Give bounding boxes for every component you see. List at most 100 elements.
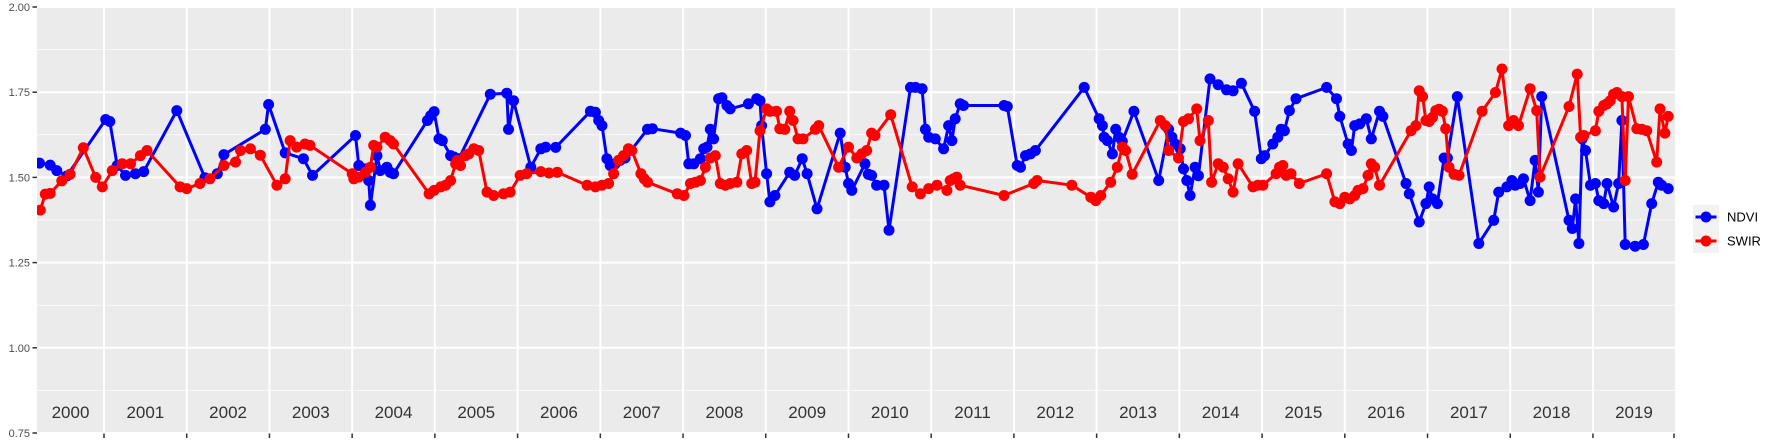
x-axis-label-2005: 2005	[457, 403, 495, 422]
data-point-ndvi	[1235, 77, 1247, 89]
data-point-ndvi	[916, 83, 928, 95]
y-axis-label-1.75: 1.75	[9, 87, 30, 99]
data-point-swir	[1453, 169, 1465, 181]
x-axis-label-2009: 2009	[788, 403, 826, 422]
data-point-ndvi	[1290, 93, 1302, 105]
y-axis-label-2.00: 2.00	[9, 2, 30, 14]
data-point-ndvi	[859, 158, 871, 170]
data-point-swir	[521, 168, 533, 180]
data-point-swir	[608, 168, 620, 180]
data-point-swir	[116, 158, 128, 170]
data-point-ndvi	[1106, 148, 1118, 160]
data-point-swir	[1232, 158, 1244, 170]
data-point-ndvi	[1601, 178, 1613, 189]
x-axis-label-2001: 2001	[126, 403, 164, 422]
data-point-ndvi	[1259, 150, 1271, 162]
data-point-ndvi	[508, 95, 519, 107]
data-point-swir	[1095, 190, 1107, 201]
data-point-swir	[304, 139, 316, 151]
data-point-swir	[291, 141, 303, 153]
data-point-swir	[1578, 130, 1590, 141]
data-point-ndvi	[37, 157, 45, 169]
data-point-swir	[125, 158, 136, 170]
data-point-swir	[1563, 101, 1575, 112]
data-point-swir	[488, 190, 500, 201]
data-point-ndvi	[1101, 135, 1113, 147]
data-point-swir	[371, 141, 383, 153]
data-point-swir	[106, 165, 118, 177]
x-axis-label-2010: 2010	[871, 403, 909, 422]
data-point-swir	[254, 149, 266, 161]
data-point-swir	[731, 176, 743, 188]
data-point-ndvi	[104, 116, 116, 127]
data-point-ndvi	[949, 113, 961, 125]
data-point-swir	[941, 184, 953, 196]
data-point-swir	[931, 179, 943, 191]
data-point-ndvi	[1377, 110, 1389, 122]
data-point-swir	[1369, 161, 1381, 173]
data-point-swir	[1641, 125, 1653, 137]
data-point-swir	[694, 175, 706, 186]
data-point-swir	[626, 145, 638, 156]
data-point-ndvi	[297, 153, 309, 165]
data-point-ndvi	[1629, 240, 1641, 252]
data-point-ndvi	[1423, 181, 1435, 193]
x-axis-label-2004: 2004	[375, 403, 413, 422]
data-point-ndvi	[1184, 190, 1196, 201]
x-axis-label-2018: 2018	[1533, 403, 1571, 422]
series-ndvi	[37, 73, 1674, 252]
data-point-swir	[1227, 186, 1239, 198]
y-axis-label-1.50: 1.50	[9, 172, 30, 184]
data-point-swir	[1031, 175, 1043, 186]
x-axis-labels: 2000 2001 2002 2003 2004 2005 2006 2007 2008 2009…	[52, 403, 1653, 422]
data-point-ndvi	[694, 153, 706, 165]
data-point-swir	[779, 123, 791, 135]
data-point-swir	[218, 160, 230, 171]
data-point-ndvi	[259, 123, 271, 135]
data-point-ndvi	[761, 168, 773, 180]
data-point-ndvi	[883, 224, 895, 236]
data-point-ndvi	[138, 166, 150, 178]
data-point-ndvi	[938, 143, 950, 155]
x-axis-label-2019: 2019	[1615, 403, 1653, 422]
data-point-swir	[1120, 145, 1132, 156]
data-point-ndvi	[1518, 173, 1529, 185]
data-point-ndvi	[1321, 81, 1333, 93]
y-axis-labels: 2.00 1.75 1.50 1.25 1.00 0.75	[9, 2, 30, 440]
data-point-ndvi	[1345, 145, 1357, 156]
data-point-swir	[1374, 179, 1385, 191]
x-axis-label-2000: 2000	[52, 403, 90, 422]
data-point-swir	[44, 187, 56, 199]
data-point-swir	[1436, 105, 1448, 117]
data-point-ndvi	[1646, 198, 1658, 210]
data-point-swir	[1159, 120, 1171, 132]
x-axis-label-2013: 2013	[1119, 403, 1157, 422]
data-point-ndvi	[1598, 198, 1610, 210]
data-point-ndvi	[811, 203, 823, 215]
data-point-swir	[455, 160, 466, 171]
data-point-ndvi	[436, 135, 448, 147]
x-axis-label-2016: 2016	[1367, 403, 1405, 422]
data-point-ndvi	[1001, 101, 1013, 112]
data-point-swir	[771, 105, 782, 117]
data-point-ndvi	[708, 133, 720, 145]
data-point-ndvi	[1283, 105, 1295, 117]
data-point-swir	[1534, 171, 1546, 183]
data-point-ndvi	[1096, 120, 1108, 132]
data-point-ndvi	[943, 120, 955, 132]
data-point-swir	[797, 133, 809, 145]
data-point-swir	[906, 181, 918, 193]
data-point-swir	[833, 161, 845, 173]
data-point-swir	[1206, 176, 1218, 188]
data-point-ndvi	[1204, 73, 1216, 85]
data-point-ndvi	[878, 179, 890, 191]
data-point-ndvi	[680, 130, 691, 141]
data-point-swir	[581, 179, 593, 191]
data-point-ndvi	[789, 169, 801, 181]
data-point-ndvi	[484, 88, 496, 100]
data-point-ndvi	[1536, 91, 1548, 103]
data-point-swir	[1163, 145, 1175, 156]
data-point-ndvi	[1192, 170, 1204, 182]
data-point-swir	[473, 145, 485, 156]
